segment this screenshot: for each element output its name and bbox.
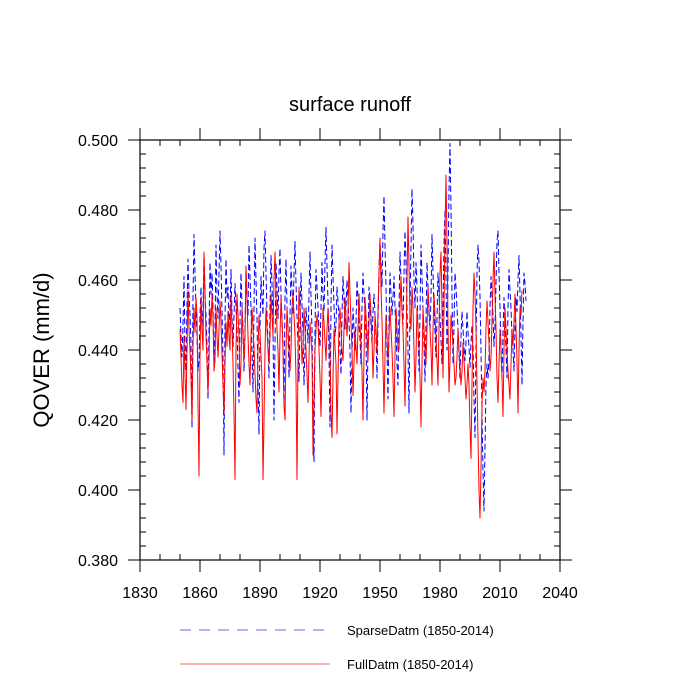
x-tick-label: 1890 (242, 585, 278, 602)
x-tick-label: 1830 (122, 585, 158, 602)
legend: SparseDatm (1850-2014) FullDatm (1850-20… (180, 623, 494, 672)
y-tick-label: 0.460 (78, 273, 118, 290)
y-axis-label: QOVER (mm/d) (29, 272, 54, 427)
y-tick-label: 0.480 (78, 203, 118, 220)
plot-series (179, 143, 527, 519)
legend-label-fulldatm: FullDatm (1850-2014) (347, 657, 473, 672)
legend-label-sparsedatm: SparseDatm (1850-2014) (347, 623, 494, 638)
y-axis: 0.380 0.400 0.420 0.440 0.460 0.480 0.500 (78, 133, 572, 570)
x-axis: 1830 1860 1890 1920 1950 1980 2010 2040 (122, 128, 578, 602)
x-tick-label: 1860 (182, 585, 218, 602)
chart-title: surface runoff (289, 94, 411, 116)
x-tick-label: 2010 (482, 585, 518, 602)
y-tick-label: 0.500 (78, 133, 118, 150)
y-tick-label: 0.420 (78, 413, 118, 430)
series-line-fulldatm (179, 174, 523, 519)
x-tick-label: 1950 (362, 585, 398, 602)
y-tick-label: 0.380 (78, 553, 118, 570)
x-tick-label: 1980 (422, 585, 458, 602)
x-tick-label: 1920 (302, 585, 338, 602)
series-line-sparsedatm (179, 143, 527, 512)
y-tick-label: 0.400 (78, 483, 118, 500)
y-tick-label: 0.440 (78, 343, 118, 360)
x-tick-label: 2040 (542, 585, 578, 602)
